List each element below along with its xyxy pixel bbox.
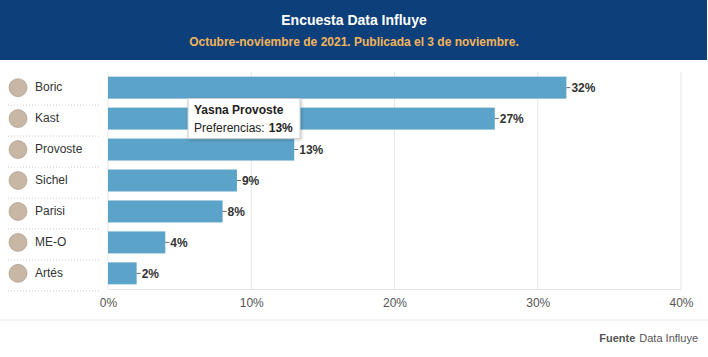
category-label: Boric xyxy=(35,80,62,94)
x-tick: 40% xyxy=(669,289,693,310)
bar[interactable] xyxy=(108,262,137,284)
y-tick: Boric xyxy=(35,80,108,94)
label-connector xyxy=(294,149,298,150)
y-axis: Boric Kast Provoste Sichel Parisi ME-O Artés xyxy=(35,80,108,280)
data-label: 13% xyxy=(299,143,323,157)
data-label: 8% xyxy=(228,205,246,219)
data-label: 4% xyxy=(170,236,188,250)
category-label: Parisi xyxy=(35,204,65,218)
tooltip-title: Yasna Provoste xyxy=(194,103,284,117)
chart: Encuesta Data Influye Octubre-noviembre d… xyxy=(0,0,708,357)
category-label: Artés xyxy=(35,266,63,280)
y-tick: Parisi xyxy=(35,204,108,218)
data-label: 27% xyxy=(500,112,524,126)
tooltip-box xyxy=(188,99,300,139)
bar[interactable] xyxy=(108,231,165,253)
avatars xyxy=(8,79,100,291)
data-label: 32% xyxy=(571,81,595,95)
avatar xyxy=(9,110,27,128)
grid-line xyxy=(537,72,538,289)
grid xyxy=(108,72,681,289)
tooltip-label: Preferencias: xyxy=(194,121,265,135)
grid-line xyxy=(681,72,682,289)
x-tick: 0% xyxy=(100,289,118,310)
label-connector xyxy=(165,242,169,243)
x-tick-label: 40% xyxy=(669,296,693,310)
avatar xyxy=(9,202,27,220)
bar[interactable] xyxy=(108,108,495,130)
avatar xyxy=(9,79,27,97)
x-tick: 20% xyxy=(383,289,407,310)
category-label: ME-O xyxy=(35,235,66,249)
source-text: Data Influye xyxy=(639,332,698,344)
bars xyxy=(108,77,566,285)
plot: 0% 10% 20% 30% 40% Boric Kast Provoste Sichel Par… xyxy=(8,72,694,310)
footer-rule xyxy=(0,320,708,321)
tooltip-value: 13% xyxy=(269,121,293,135)
data-labels: 32% 27% 13% 9% 8% 4% 2% xyxy=(137,81,596,281)
y-tick: Kast xyxy=(35,111,108,125)
label-connector xyxy=(237,180,241,181)
avatar xyxy=(9,264,27,282)
grid-line xyxy=(394,72,395,289)
category-label: Kast xyxy=(35,111,60,125)
title: Encuesta Data Influye xyxy=(281,12,427,28)
y-tick: ME-O xyxy=(35,235,108,249)
subtitle: Octubre-noviembre de 2021. Publicada el … xyxy=(189,35,518,49)
category-label: Provoste xyxy=(35,142,83,156)
data-label: 9% xyxy=(242,174,260,188)
tooltip-line: Preferencias: 13% xyxy=(194,121,293,135)
data-label: 2% xyxy=(142,267,160,281)
x-tick-label: 30% xyxy=(526,296,550,310)
separator xyxy=(8,167,100,168)
bar[interactable] xyxy=(108,170,237,192)
separator xyxy=(8,290,100,291)
tooltip: Yasna Provoste Preferencias: 13% xyxy=(188,99,300,139)
separator xyxy=(8,136,100,137)
avatar xyxy=(9,233,27,251)
category-label: Sichel xyxy=(35,173,68,187)
label-connector xyxy=(223,211,227,212)
label-connector xyxy=(137,273,141,274)
separator xyxy=(8,197,100,198)
y-tick: Sichel xyxy=(35,173,108,187)
separator xyxy=(8,105,100,106)
x-axis: 0% 10% 20% 30% 40% xyxy=(100,289,694,310)
x-tick: 30% xyxy=(526,289,550,310)
separator xyxy=(8,259,100,260)
bar[interactable] xyxy=(108,200,223,222)
y-tick: Provoste xyxy=(35,142,108,156)
y-tick: Artés xyxy=(35,266,108,280)
source-label: Fuente xyxy=(599,332,635,344)
label-connector xyxy=(566,87,570,88)
avatar xyxy=(9,172,27,190)
bar[interactable] xyxy=(108,77,566,99)
x-tick-label: 0% xyxy=(100,296,118,310)
header-bar xyxy=(0,0,707,60)
x-axis-line xyxy=(109,289,682,290)
separator xyxy=(8,228,100,229)
x-tick-label: 10% xyxy=(240,296,264,310)
x-tick: 10% xyxy=(240,289,264,310)
label-connector xyxy=(495,118,499,119)
source: Fuente Data Influye xyxy=(599,332,698,344)
x-tick-label: 20% xyxy=(383,296,407,310)
bar[interactable] xyxy=(108,139,294,161)
avatar xyxy=(9,141,27,159)
